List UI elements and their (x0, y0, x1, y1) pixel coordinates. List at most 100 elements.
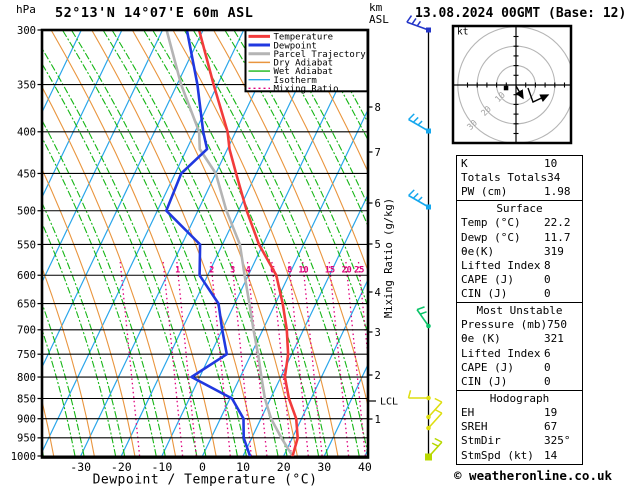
info-row: CIN (J) 0 (457, 287, 582, 301)
isotherm-line (120, 30, 326, 457)
altitude-unit-asl: ASL (369, 13, 389, 26)
isotherm-line (201, 108, 368, 457)
info-label: CIN (J) (461, 375, 508, 389)
info-value: 22.2 (544, 216, 571, 230)
temp-tick-label: 30 (317, 460, 331, 474)
model-run-date: 13.08.2024 00GMT (Base: 12) (415, 6, 627, 21)
info-value: 321 (544, 332, 564, 346)
info-row: Dewp (°C) 11.7 (457, 231, 582, 245)
hodograph-ring-label: 20 (479, 104, 493, 118)
temp-tick-label: 20 (277, 460, 291, 474)
temp-tick-label: -30 (70, 460, 91, 474)
mixing-ratio-line (357, 261, 368, 364)
wind-barb (416, 306, 431, 329)
isotherm-line (42, 30, 82, 114)
pressure-tick-label: 650 (17, 298, 36, 310)
info-label: CIN (J) (461, 287, 508, 301)
temp-tick-label: 0 (199, 460, 206, 474)
wind-barb (407, 390, 431, 401)
info-value: 0 (544, 287, 551, 301)
isotherm-line (161, 30, 367, 457)
wet-adiabat-line (143, 30, 320, 457)
info-label: K (461, 157, 468, 170)
wet-adiabat-line (42, 328, 76, 457)
mixing-ratio-line (328, 261, 350, 457)
km-tick-label: 7 (375, 147, 381, 159)
info-value: 6 (544, 346, 551, 360)
info-value: 14 (544, 448, 558, 462)
info-label: Totals Totals (461, 171, 548, 185)
mixing-ratio-line (271, 261, 292, 457)
info-value: 19 (544, 405, 558, 419)
temp-tick-label: 40 (358, 460, 372, 474)
hodograph-wind-arrow (527, 87, 550, 103)
isotherm-line (323, 363, 368, 457)
mixing-ratio-label: 3 (230, 266, 235, 276)
copyright: © weatheronline.co.uk (454, 468, 613, 483)
isotherm-line (42, 30, 204, 369)
hodograph-border (451, 24, 573, 145)
wet-adiabat-line (61, 30, 238, 457)
wet-adiabat-line (42, 62, 198, 457)
info-row: StmDir 325° (457, 434, 582, 448)
wind-barb (408, 189, 431, 210)
info-row: StmSpd (kt) 14 (457, 449, 582, 463)
info-value: 34 (547, 171, 561, 185)
legend-label: Wet Adiabat (274, 67, 334, 77)
km-tick-label: 1 (375, 414, 381, 426)
dry-adiabat-line (50, 30, 217, 457)
parcel-trajectory-curve (165, 30, 294, 458)
sounding-curves (165, 30, 300, 458)
barb-marker (426, 323, 431, 329)
pressure-tick-label: 750 (17, 349, 36, 361)
info-value: 10 (544, 157, 558, 170)
mixing-ratio-label: 25 (354, 266, 364, 276)
km-tick-label: 6 (375, 198, 381, 210)
info-row: K 10 (457, 157, 582, 171)
pressure-axis-unit: hPa (16, 3, 36, 16)
wind-barb (406, 15, 431, 33)
wet-adiabat-line (183, 30, 360, 457)
km-tick-label: 8 (375, 102, 381, 114)
info-value: 67 (544, 420, 558, 434)
pressure-tick-label: 700 (17, 325, 36, 337)
info-row: Lifted Index 6 (457, 347, 582, 361)
pressure-tick-label: 850 (17, 393, 36, 405)
isotherm-line (283, 278, 368, 457)
info-row: PW (cm) 1.98 (457, 185, 582, 199)
pressure-tick-label: 800 (17, 372, 36, 384)
info-label: Lifted Index (461, 258, 541, 272)
dry-adiabat-line (91, 30, 258, 457)
mixing-ratio-label: 10 (298, 266, 308, 276)
legend-label: Dry Adiabat (274, 59, 334, 69)
wet-adiabat-line (152, 30, 329, 457)
legend-label: Dewpoint (274, 41, 317, 51)
mixing-ratio-label: 20 (342, 266, 352, 276)
dewpoint-curve (165, 30, 252, 458)
info-row: Totals Totals 34 (457, 171, 582, 185)
info-label: Pressure (mb) (461, 318, 548, 332)
info-label: StmSpd (kt) (461, 448, 534, 462)
info-label: StmDir (461, 434, 501, 448)
km-tick-label: 2 (375, 370, 381, 382)
km-tick-label: 5 (375, 239, 381, 251)
isotherm-line (80, 30, 285, 457)
info-label: EH (461, 405, 475, 419)
mixing-ratio-label: 2 (209, 266, 214, 276)
pressure-tick-label: 300 (17, 25, 36, 37)
dry-adiabat-line (172, 30, 339, 457)
temp-tick-label: -10 (152, 460, 173, 474)
mixing-ratio-label: 15 (325, 266, 335, 276)
barb-marker (426, 204, 431, 210)
mixing-ratio-line (246, 261, 268, 457)
wet-adiabat-line (42, 201, 126, 457)
info-label: SREH (461, 420, 488, 434)
hodograph-wind-arrow (515, 85, 524, 100)
legend-label: Isotherm (274, 76, 317, 86)
info-value: 325° (544, 434, 571, 448)
mixing-ratio-label: 4 (246, 266, 251, 276)
chart-background (42, 30, 368, 457)
legend-box (244, 29, 369, 93)
